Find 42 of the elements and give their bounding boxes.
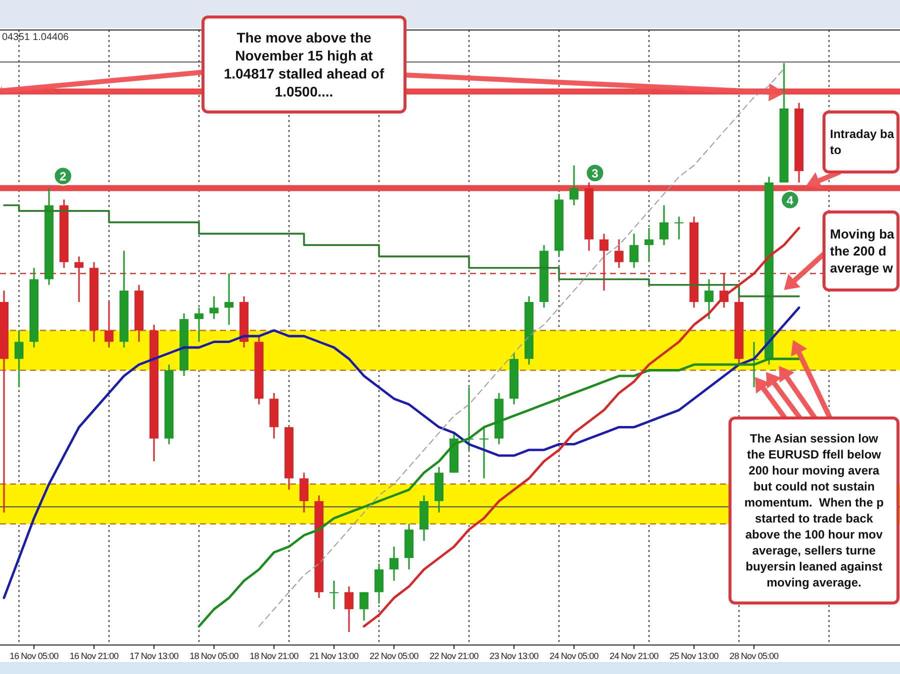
candlestick xyxy=(600,232,608,292)
candlestick xyxy=(614,238,624,269)
candlestick xyxy=(360,591,368,622)
candlestick xyxy=(704,278,714,320)
annotation: 2 xyxy=(60,170,67,184)
candlestick xyxy=(300,472,308,514)
candlestick xyxy=(674,216,684,240)
x-tick-label: 25 Nov 13:00 xyxy=(670,651,719,661)
candlestick xyxy=(104,301,114,348)
annotation: 3 xyxy=(592,166,599,180)
x-tick-label: 18 Nov 21:00 xyxy=(250,651,299,661)
x-tick-label: 22 Nov 21:00 xyxy=(430,651,479,661)
annotation: 4 xyxy=(786,194,794,208)
text: Intraday ba to xyxy=(830,127,894,158)
x-tick-label: 23 Nov 13:00 xyxy=(490,651,539,661)
candlestick xyxy=(390,546,398,582)
candlestick xyxy=(644,227,654,263)
x-tick-label: 22 Nov 05:00 xyxy=(370,651,419,661)
candlestick xyxy=(630,232,638,269)
candlestick xyxy=(194,306,204,343)
candlestick xyxy=(14,330,24,388)
candlestick xyxy=(210,296,218,320)
candlestick xyxy=(570,164,578,206)
candlestick xyxy=(74,256,84,303)
x-tick-label: 18 Nov 05:00 xyxy=(190,651,239,661)
x-tick-label: 24 Nov 21:00 xyxy=(610,651,659,661)
candlestick xyxy=(330,580,338,610)
candlestick xyxy=(374,562,384,604)
x-tick-label: 21 Nov 13:00 xyxy=(310,651,359,661)
x-tick-label: 16 Nov 05:00 xyxy=(10,651,59,661)
text: The Asian session low the EURUSD ffell below 200 hour moving avera but could not sustain momentum. When the p started to trade back above the 100 hour mov average, sellers turne buyersin leaned against moving average. xyxy=(744,432,884,590)
annotation: The move above the November 15 high at 1.04817 stalled ahead of 1.0500.... xyxy=(224,29,384,100)
x-tick-label: 16 Nov 21:00 xyxy=(70,651,119,661)
x-tick-label: 28 Nov 05:00 xyxy=(730,651,779,661)
x-tick-label: 24 Nov 05:00 xyxy=(550,651,599,661)
candlestick xyxy=(344,586,354,633)
candlestick xyxy=(480,426,488,480)
candlestick xyxy=(660,204,668,246)
text: Moving ba the 200 d average w xyxy=(830,226,896,276)
text: 04351 1.04406 xyxy=(2,32,70,43)
candlestick xyxy=(224,272,234,326)
x-tick-label: 17 Nov 13:00 xyxy=(130,651,179,661)
